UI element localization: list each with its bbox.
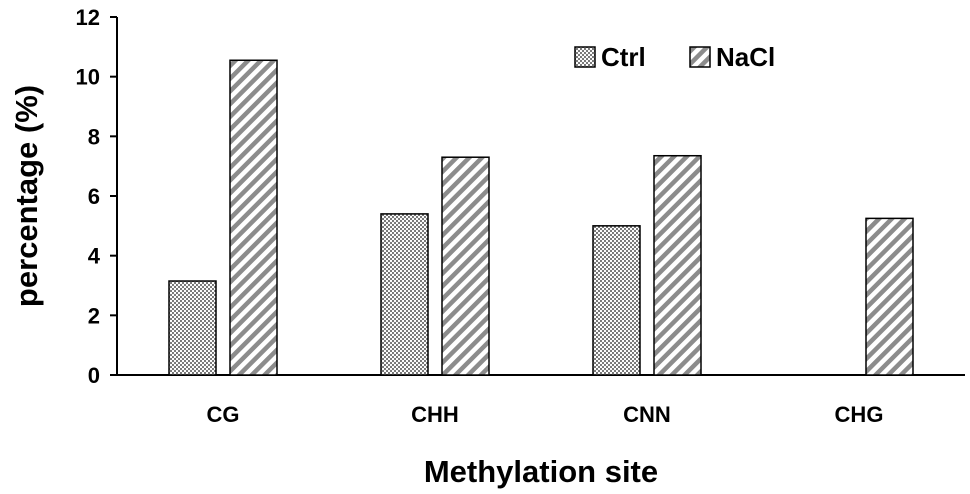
bars xyxy=(168,59,914,376)
bar-nacl-chg xyxy=(865,217,914,376)
y-tick-label: 0 xyxy=(88,363,100,388)
legend: Ctrl NaCl xyxy=(574,42,775,72)
y-tick-label: 2 xyxy=(88,303,100,328)
bar-ctrl-cnn xyxy=(592,225,641,376)
bar-ctrl-cg xyxy=(168,280,217,376)
legend-swatch-nacl xyxy=(689,46,711,68)
y-tick-label: 12 xyxy=(76,5,100,30)
bar-nacl-chh xyxy=(441,156,490,376)
legend-label-ctrl: Ctrl xyxy=(601,42,646,72)
y-ticks: 0 2 4 6 8 10 12 xyxy=(76,5,117,388)
x-tick-label: CG xyxy=(207,402,240,427)
bar-ctrl-chh xyxy=(380,213,429,376)
bar-nacl-cg xyxy=(229,59,278,376)
x-axis-title: Methylation site xyxy=(424,454,658,489)
x-tick-label: CHG xyxy=(835,402,884,427)
x-tick-label: CHH xyxy=(411,402,459,427)
y-tick-label: 8 xyxy=(88,124,100,149)
legend-swatch-ctrl xyxy=(574,46,596,68)
x-ticks: CG CHH CNN CHG xyxy=(207,402,884,427)
legend-label-nacl: NaCl xyxy=(716,42,775,72)
bar-nacl-cnn xyxy=(653,154,702,376)
x-tick-label: CNN xyxy=(623,402,671,427)
y-tick-label: 4 xyxy=(88,244,101,269)
y-tick-label: 10 xyxy=(76,65,100,90)
y-tick-label: 6 xyxy=(88,184,100,209)
y-axis-title: percentage (%) xyxy=(9,85,44,307)
